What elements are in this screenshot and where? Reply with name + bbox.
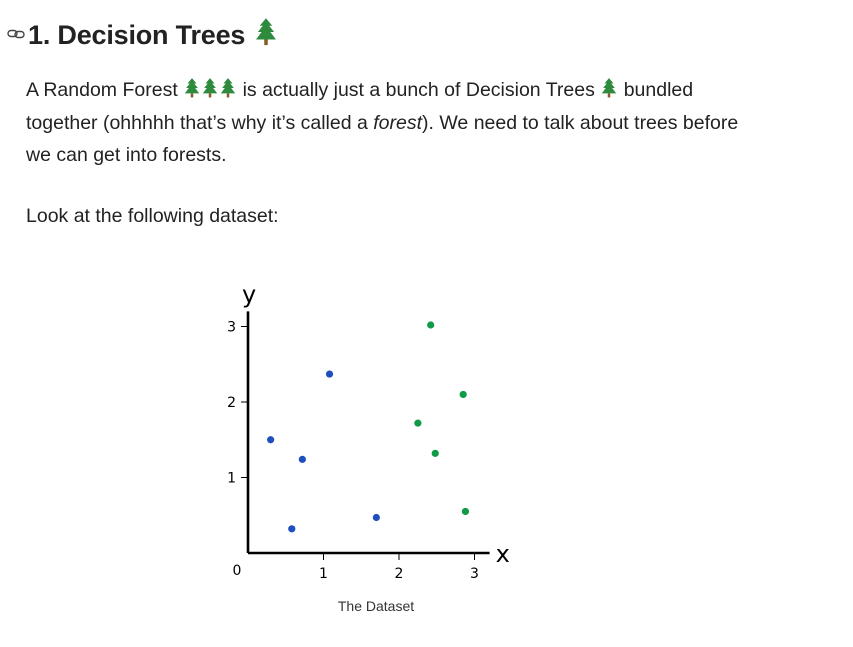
evergreen-tree-icon bbox=[255, 18, 276, 46]
y-tick-label: 3 bbox=[227, 320, 236, 336]
data-point bbox=[461, 507, 470, 516]
data-point bbox=[372, 513, 380, 522]
intro-paragraph: A Random Forest is actually just a bunch… bbox=[26, 74, 746, 172]
data-point bbox=[298, 455, 306, 463]
intro-text-4: ). We need to talk about trees before we… bbox=[26, 111, 739, 167]
x-tick-label: 1 bbox=[319, 566, 328, 578]
intro-emphasis: forest bbox=[373, 111, 423, 134]
data-point bbox=[431, 449, 439, 457]
data-point bbox=[414, 419, 422, 427]
intro-text-1: A Random Forest bbox=[26, 79, 178, 101]
y-axis-label: y bbox=[242, 280, 256, 308]
x-tick-label: 3 bbox=[470, 566, 479, 578]
data-point bbox=[288, 525, 296, 533]
evergreen-tree-icon bbox=[202, 78, 218, 98]
chart-ticks: 0 1 2 3 1 2 3 bbox=[227, 320, 479, 579]
x-axis-label: x bbox=[496, 540, 510, 568]
y-tick-label: 1 bbox=[227, 471, 236, 487]
chart-caption: The Dataset bbox=[337, 598, 415, 614]
evergreen-tree-icon bbox=[220, 78, 236, 98]
data-point bbox=[427, 321, 435, 329]
dataset-prompt: Look at the following dataset: bbox=[26, 205, 279, 227]
data-point bbox=[459, 390, 467, 399]
x-tick-label: 2 bbox=[395, 566, 404, 578]
link-icon[interactable] bbox=[6, 24, 26, 44]
data-point bbox=[325, 370, 334, 378]
y-tick-label: 2 bbox=[227, 395, 236, 411]
evergreen-tree-icon bbox=[602, 78, 617, 98]
tree-icons-group bbox=[183, 78, 237, 101]
data-point bbox=[267, 436, 275, 444]
heading-text: 1. Decision Trees bbox=[28, 20, 246, 50]
chart-axes: xy bbox=[242, 280, 510, 568]
intro-text-2: is actually just a bunch of Decision Tre… bbox=[242, 79, 595, 101]
page-title: 1. Decision Trees bbox=[28, 17, 279, 51]
intro-text-3: bundled together (ohhhhh that’s why it’s… bbox=[26, 79, 694, 134]
evergreen-tree-icon bbox=[184, 78, 200, 98]
chart-points bbox=[267, 321, 470, 533]
section-heading: 1. Decision Trees bbox=[6, 14, 279, 54]
origin-label: 0 bbox=[233, 563, 242, 578]
